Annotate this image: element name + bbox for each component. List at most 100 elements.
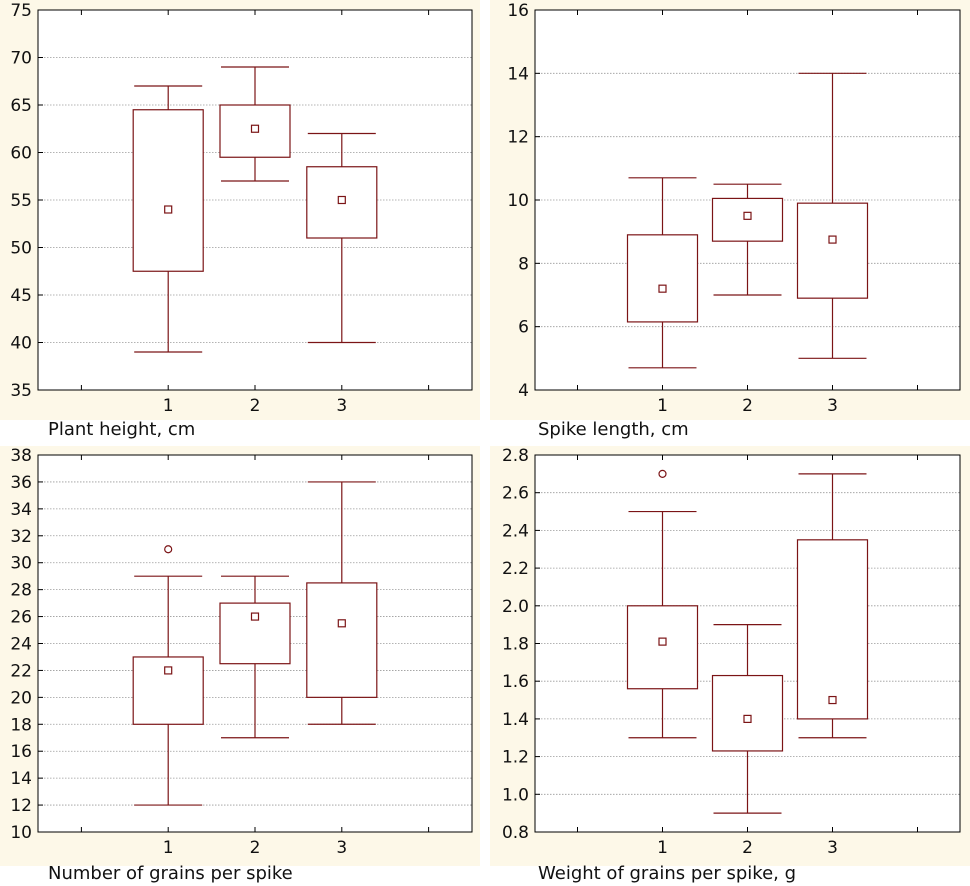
x-tick-label: 2 [250, 396, 261, 416]
y-tick-label: 30 [10, 554, 32, 574]
median-marker [164, 205, 173, 214]
y-tick-label: 2.0 [502, 597, 529, 617]
box-1 [626, 469, 699, 739]
y-tick-label: 36 [10, 473, 32, 493]
median-marker [828, 695, 837, 705]
y-tick-label: 55 [10, 191, 32, 211]
median-marker [743, 211, 752, 220]
outlier-point [658, 469, 667, 478]
x-tick-label: 3 [336, 838, 347, 858]
chart-panel-spike-length: 4 6 8 10 12 14 16 1 2 3 Spike length, cm [490, 0, 970, 440]
iqr-box [306, 582, 378, 698]
y-tick-label: 2.6 [502, 484, 529, 504]
y-tick-label: 1.8 [502, 635, 529, 655]
y-tick-label: 16 [10, 742, 32, 762]
x-tick-label: 3 [336, 396, 347, 416]
y-tick-label: 1.4 [502, 710, 529, 730]
y-tick-label: 40 [10, 334, 32, 354]
x-tick-label: 2 [250, 838, 261, 858]
y-tick-label: 50 [10, 239, 32, 259]
y-tick-label: 12 [507, 128, 529, 148]
box-3 [306, 132, 378, 344]
iqr-box [132, 656, 204, 725]
y-tick-label: 28 [10, 581, 32, 601]
iqr-box [132, 109, 204, 272]
median-marker [828, 235, 837, 244]
box-3 [796, 72, 869, 359]
y-tick-label: 2.2 [502, 559, 529, 579]
y-tick-label: 22 [10, 661, 32, 681]
box-2 [711, 624, 784, 814]
y-tick-label: 26 [10, 608, 32, 628]
box-2 [219, 575, 291, 739]
y-tick-label: 70 [10, 49, 32, 69]
y-tick-label: 16 [507, 1, 529, 21]
y-tick-label: 10 [10, 823, 32, 843]
y-tick-label: 1.6 [502, 672, 529, 692]
median-marker [658, 637, 667, 646]
chart-panel-grains-number: 10 12 14 16 18 20 22 24 26 28 30 32 34 36 38 1 2 3 Number… [0, 446, 480, 886]
chart-panel-grains-weight: 0.8 1.0 1.2 1.4 1.6 1.8 2.0 2.2 2.4 2.6 2.8 1 2 3 Wei… [490, 446, 970, 886]
y-tick-label: 14 [10, 769, 32, 789]
chart-title: Weight of grains per spike, g [538, 863, 797, 884]
y-tick-label: 2.8 [502, 446, 529, 466]
plot-border [534, 454, 961, 833]
y-tick-label: 1.0 [502, 785, 529, 805]
box-2 [711, 183, 784, 296]
chart-title: Spike length, cm [538, 419, 689, 440]
y-tick-label: 0.8 [502, 823, 529, 843]
box-1 [132, 545, 204, 806]
chart-panel-plant-height: 35 40 45 50 55 60 65 70 75 1 2 3 Plant height, cm [0, 0, 480, 440]
median-marker [164, 666, 173, 675]
box-3 [306, 481, 378, 725]
iqr-box [626, 234, 699, 323]
iqr-box [626, 605, 699, 690]
chart-svg: 0.8 1.0 1.2 1.4 1.6 1.8 2.0 2.2 2.4 2.6 2.8 1 2 3 [490, 446, 970, 866]
y-tick-label: 75 [10, 1, 32, 21]
y-tick-label: 35 [10, 381, 32, 401]
iqr-box [711, 197, 784, 242]
x-tick-label: 2 [742, 396, 753, 416]
y-tick-label: 10 [507, 191, 529, 211]
box-1 [626, 177, 699, 369]
iqr-box [796, 202, 869, 299]
iqr-box [219, 104, 291, 158]
median-marker [337, 619, 346, 628]
y-tick-label: 45 [10, 286, 32, 306]
x-tick-label: 3 [827, 396, 838, 416]
median-marker [250, 124, 260, 133]
y-tick-label: 34 [10, 500, 32, 520]
y-tick-label: 8 [518, 254, 529, 274]
plot-border [534, 9, 961, 391]
iqr-box [711, 674, 784, 752]
median-marker [337, 195, 346, 205]
median-marker [743, 714, 752, 723]
y-tick-label: 65 [10, 96, 32, 116]
plot-border [37, 9, 473, 391]
x-tick-label: 2 [742, 838, 753, 858]
y-tick-label: 12 [10, 796, 32, 816]
chart-title: Number of grains per spike [48, 863, 293, 884]
median-marker [658, 284, 667, 293]
y-tick-label: 32 [10, 527, 32, 547]
iqr-box [219, 602, 291, 665]
chart-svg: 35 40 45 50 55 60 65 70 75 1 2 3 [0, 0, 480, 420]
y-tick-label: 20 [10, 688, 32, 708]
x-tick-label: 1 [163, 838, 174, 858]
y-tick-label: 14 [507, 64, 529, 84]
plot-border [37, 454, 473, 833]
box-2 [219, 66, 291, 182]
x-tick-label: 1 [657, 396, 668, 416]
x-tick-label: 3 [827, 838, 838, 858]
y-tick-label: 60 [10, 144, 32, 164]
chart-title: Plant height, cm [48, 419, 196, 440]
x-tick-label: 1 [657, 838, 668, 858]
iqr-box [306, 166, 378, 239]
box-1 [132, 85, 204, 353]
median-marker [250, 612, 260, 621]
box-3 [796, 473, 869, 739]
y-tick-label: 24 [10, 635, 32, 655]
y-tick-label: 38 [10, 446, 32, 466]
